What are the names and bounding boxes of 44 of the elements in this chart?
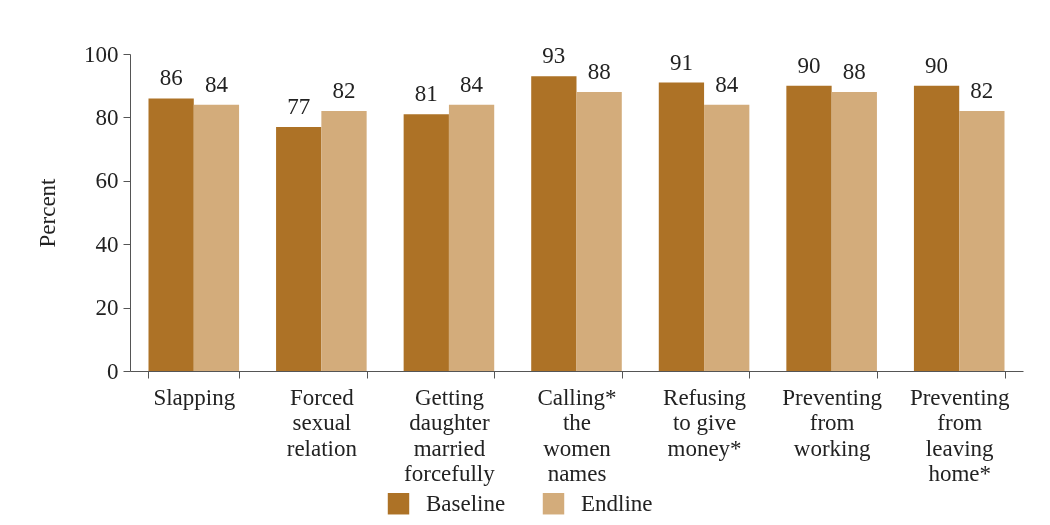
y-tick-label: 0	[107, 358, 119, 384]
bar	[148, 98, 194, 371]
data-label: 88	[842, 59, 866, 85]
y-tick-label: 40	[95, 231, 119, 257]
bar	[576, 92, 622, 371]
x-tick-label: Refusing to give money*	[663, 384, 747, 461]
bar	[658, 82, 705, 371]
x-tick-label: Getting daughter married forcefully	[404, 384, 496, 486]
data-label: 84	[460, 71, 484, 97]
bar	[704, 104, 750, 371]
y-axis-title: Percent	[35, 177, 60, 248]
x-tick-label: Calling* the women names	[537, 384, 617, 486]
legend-label: Endline	[581, 490, 653, 516]
y-tick-label: 60	[95, 168, 119, 194]
bar	[276, 126, 322, 371]
x-tick-label: Preventing from leaving home*	[909, 384, 1011, 486]
data-label: 82	[332, 78, 356, 104]
data-label: 91	[669, 49, 693, 75]
data-label: 88	[587, 59, 611, 85]
bar	[448, 104, 495, 371]
y-tick-label: 80	[95, 104, 119, 130]
bar	[403, 114, 449, 371]
data-label: 93	[542, 43, 566, 69]
data-label: 84	[715, 71, 739, 97]
x-tick-label: Forced sexual relation	[286, 384, 358, 461]
y-tick-label: 20	[95, 295, 119, 321]
bar	[959, 111, 1005, 371]
legend-label: Baseline	[426, 490, 506, 516]
x-tick-label: Preventing from working	[782, 384, 883, 461]
bar	[531, 76, 577, 371]
bar	[786, 85, 832, 371]
bar	[193, 104, 240, 371]
data-label: 81	[414, 81, 438, 107]
data-label: 77	[287, 93, 311, 119]
bar	[913, 85, 960, 371]
data-label: 84	[204, 71, 229, 97]
y-tick-label: 100	[84, 41, 119, 67]
data-label: 82	[970, 78, 994, 104]
x-tick-label: Slapping	[153, 384, 236, 410]
bar	[831, 92, 877, 371]
data-label: 86	[159, 65, 183, 91]
bar	[321, 111, 367, 371]
data-label: 90	[797, 52, 821, 78]
data-label: 90	[925, 52, 949, 78]
